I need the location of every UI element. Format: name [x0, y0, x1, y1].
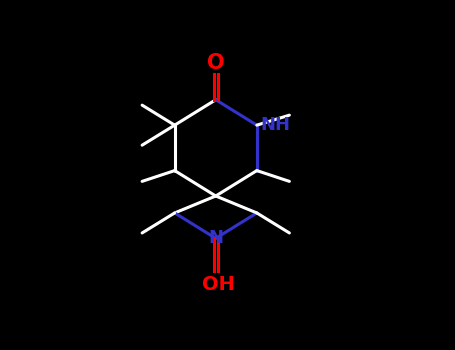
Text: NH: NH — [260, 116, 290, 134]
Text: N: N — [208, 229, 223, 247]
Text: OH: OH — [202, 274, 235, 294]
Text: O: O — [207, 53, 225, 73]
